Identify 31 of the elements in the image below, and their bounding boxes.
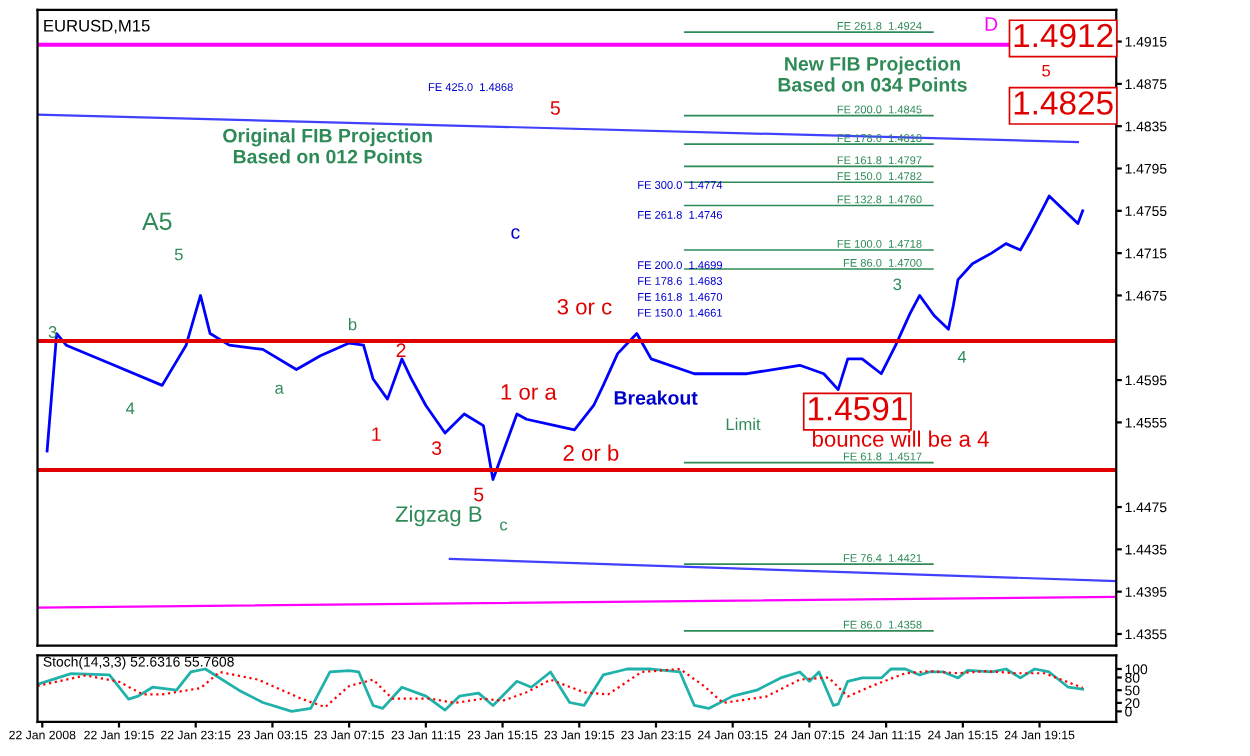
annotation: 1.4825 bbox=[1014, 91, 1113, 115]
annotation: 3 bbox=[893, 278, 902, 291]
annotation: New FIB Projection Based on 034 Points bbox=[778, 56, 967, 92]
annotation: 3 bbox=[48, 326, 57, 338]
annotation: A5 bbox=[142, 212, 172, 231]
annotation: a bbox=[275, 384, 284, 394]
annotation: c bbox=[511, 228, 520, 239]
annotation: D bbox=[985, 17, 998, 31]
annotation: 1.4591 bbox=[808, 396, 907, 421]
annotation: Original FIB Projection Based on 012 Points bbox=[223, 128, 432, 164]
annotation: Zigzag B bbox=[395, 505, 482, 527]
annotation: 4 bbox=[126, 402, 135, 415]
annotation: 2 or b bbox=[563, 444, 619, 461]
annotation: 3 or c bbox=[557, 298, 612, 315]
annotation: 5 bbox=[474, 487, 484, 502]
annotation: Limit bbox=[726, 417, 761, 431]
annotation: 1 bbox=[372, 427, 381, 441]
annotation: 5 bbox=[174, 248, 183, 261]
annotation: 2 bbox=[396, 343, 406, 357]
annotation: b bbox=[348, 318, 357, 331]
annotation: 5 bbox=[550, 101, 560, 115]
annotation: bounce will be a 4 bbox=[812, 430, 989, 447]
annotation: 3 bbox=[431, 441, 442, 456]
annotation: 1.4912 bbox=[1014, 23, 1113, 48]
annotation: Breakout bbox=[614, 390, 698, 405]
annotation: 4 bbox=[957, 351, 967, 363]
annotation: 5 bbox=[1042, 64, 1051, 77]
line-series bbox=[45, 194, 1085, 481]
text: EURUSD,M15 bbox=[44, 19, 150, 34]
annotation: c bbox=[500, 521, 508, 531]
annotation: 1 or a bbox=[501, 384, 557, 400]
